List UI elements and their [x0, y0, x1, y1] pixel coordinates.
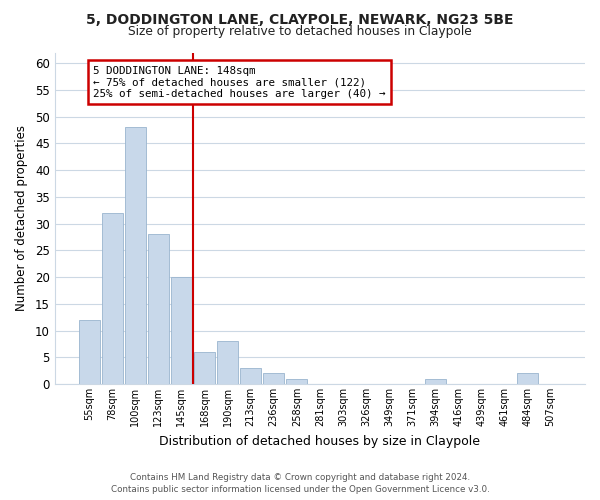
Bar [194, 352, 215, 384]
Text: 5 DODDINGTON LANE: 148sqm
← 75% of detached houses are smaller (122)
25% of semi: 5 DODDINGTON LANE: 148sqm ← 75% of detac… [94, 66, 386, 99]
Bar [102, 213, 122, 384]
Text: 5, DODDINGTON LANE, CLAYPOLE, NEWARK, NG23 5BE: 5, DODDINGTON LANE, CLAYPOLE, NEWARK, NG… [86, 12, 514, 26]
Y-axis label: Number of detached properties: Number of detached properties [15, 126, 28, 312]
Bar [125, 128, 146, 384]
Bar [263, 374, 284, 384]
Bar [79, 320, 100, 384]
Bar [517, 374, 538, 384]
Bar [148, 234, 169, 384]
Bar [240, 368, 261, 384]
Bar [171, 277, 192, 384]
Text: Size of property relative to detached houses in Claypole: Size of property relative to detached ho… [128, 25, 472, 38]
Bar [217, 341, 238, 384]
Bar [425, 378, 446, 384]
X-axis label: Distribution of detached houses by size in Claypole: Distribution of detached houses by size … [160, 434, 481, 448]
Text: Contains HM Land Registry data © Crown copyright and database right 2024.
Contai: Contains HM Land Registry data © Crown c… [110, 472, 490, 494]
Bar [286, 378, 307, 384]
